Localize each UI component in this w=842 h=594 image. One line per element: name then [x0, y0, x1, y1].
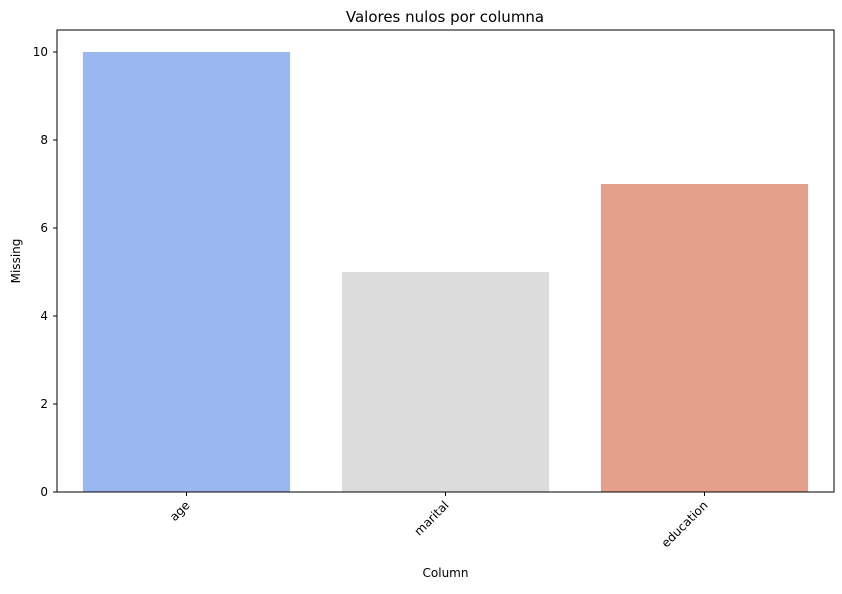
bars-layer	[82, 52, 809, 492]
bar-age	[82, 52, 291, 492]
x-axis: age marital education	[167, 492, 711, 550]
y-tick-label: 8	[40, 133, 48, 147]
y-tick-label: 0	[40, 485, 48, 499]
y-axis-label: Missing	[9, 239, 23, 284]
chart-title: Valores nulos por columna	[346, 8, 544, 26]
y-tick-label: 10	[33, 45, 48, 59]
bar-marital	[341, 272, 550, 492]
bar-education	[600, 184, 809, 492]
plot-frame	[56, 29, 835, 493]
y-tick-label: 6	[40, 221, 48, 235]
x-axis-label: Column	[423, 566, 469, 580]
y-axis: 0 2 4 6 8 10	[33, 45, 57, 499]
y-tick-label: 2	[40, 397, 48, 411]
x-tick-label: marital	[412, 498, 452, 538]
x-tick-label: education	[659, 498, 711, 550]
y-tick-label: 4	[40, 309, 48, 323]
x-tick-label: age	[167, 498, 193, 524]
